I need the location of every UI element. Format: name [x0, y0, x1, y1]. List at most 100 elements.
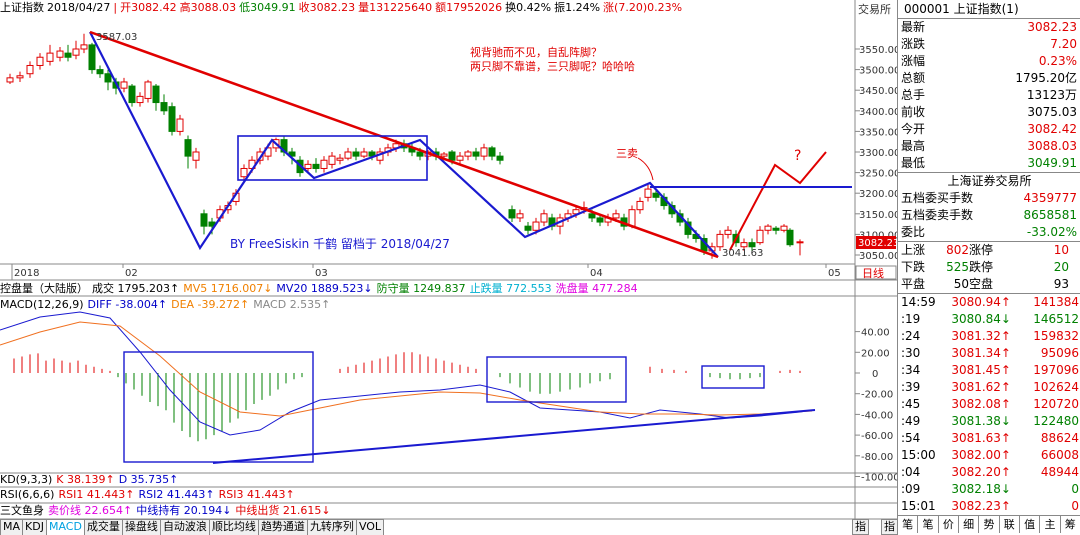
price-axis-tick: 3400.00: [859, 107, 897, 118]
volume-indicator-bar: 控盘量（大陆版） 成交 1795.203↑ MV5 1716.007↓ MV20 18…: [0, 281, 855, 297]
panel-tab[interactable]: 联: [1000, 516, 1020, 533]
panel-tab[interactable]: 笔: [898, 516, 919, 533]
tick-row: :45 3082.08↑ 120720: [898, 396, 1080, 413]
tick-time: :49: [901, 414, 921, 428]
candle-body: [336, 157, 344, 161]
price-axis-tick: 3250.00: [859, 169, 897, 180]
candle-body: [516, 213, 524, 219]
tick-price: 3080.84↓: [951, 312, 1011, 326]
quote-value: 7.20: [1050, 37, 1077, 51]
candle-body: [320, 159, 328, 169]
candle-body: [36, 56, 44, 66]
macd-value: MACD 2.535↑: [253, 298, 331, 311]
tab-自动波浪[interactable]: 自动波浪: [159, 519, 210, 535]
price-axis-tick: 3200.00: [859, 189, 897, 200]
question-mark-1: ?: [794, 148, 801, 164]
price-axis-tick: 3050.00: [859, 251, 897, 262]
quote-row: 涨跌 7.20: [898, 36, 1080, 53]
time-axis-tick: 2018: [14, 268, 39, 279]
panel-bottom-tabs: 笔笔价细势联值主筹: [898, 516, 1080, 533]
wave-line: [89, 31, 719, 258]
tick-price: 3082.08↑: [951, 397, 1011, 411]
volume-indicator-label[interactable]: 控盘量（大陆版）: [0, 282, 88, 295]
quote-date: 2018/04/27: [47, 1, 111, 14]
candle-body: [448, 151, 456, 161]
k-value: K 38.139↑: [56, 473, 115, 486]
kd-label[interactable]: KD(9,3,3): [0, 473, 53, 486]
tick-list[interactable]: 14:59 3080.94↑ 141384:19 3080.84↓ 146512:24 3…: [898, 294, 1080, 515]
candle-body: [360, 151, 368, 157]
sell-price-line: 卖价线 22.654↑: [48, 504, 133, 517]
candle-body: [464, 151, 472, 157]
tick-price: 3081.45↑: [951, 363, 1011, 377]
kline-chart[interactable]: 3550.00 3500.00 3450.00 3400.00 3350.00 3300.…: [0, 0, 897, 535]
sell-label: 三卖: [616, 147, 638, 160]
quote-value: 0.23%: [1038, 54, 1077, 68]
candle-body: [240, 167, 248, 178]
panel-tab[interactable]: 主: [1040, 516, 1061, 533]
tab-趋势通道[interactable]: 趋势通道: [257, 519, 308, 535]
macd-axis-tick: 20.00: [861, 348, 890, 359]
tab-顺比均线[interactable]: 顺比均线: [208, 519, 259, 535]
rsi-label[interactable]: RSI(6,6,6): [0, 488, 55, 501]
quote-key: 前收: [901, 105, 926, 119]
candle-body: [740, 242, 748, 248]
breadth-key: 上涨: [901, 243, 926, 257]
index-name: 上证指数: [0, 1, 44, 14]
tab-操盘线[interactable]: 操盘线: [121, 519, 161, 535]
tick-row: :54 3081.63↑ 88624: [898, 430, 1080, 447]
panel-tab[interactable]: 筹: [1061, 516, 1080, 533]
price-axis-tick: 3450.00: [859, 86, 897, 97]
breadth-value: 20: [1053, 260, 1069, 274]
consolidation-box: [237, 135, 428, 181]
high-value: 高3088.03: [179, 1, 237, 14]
breadth-value: 93: [1053, 277, 1069, 291]
volume-value: 量131225640: [358, 1, 433, 14]
quote-row: 前收 3075.03: [898, 104, 1080, 121]
quote-key: 最低: [901, 156, 926, 170]
tab-kdj[interactable]: KDJ: [22, 519, 47, 535]
tick-volume: 197096: [1033, 363, 1079, 377]
tick-row: :04 3082.20↑ 48944: [898, 464, 1080, 481]
panel-tab[interactable]: 笔: [918, 516, 939, 533]
tab-九转序列[interactable]: 九转序列: [306, 519, 357, 535]
note-line-1: 视背驰而不见，自乱阵脚？: [470, 45, 602, 59]
quote-row: 总手 13123万: [898, 87, 1080, 104]
tab-vol[interactable]: VOL: [355, 519, 385, 535]
candle-body: [480, 147, 488, 157]
quote-value: 1795.20亿: [1015, 71, 1077, 85]
turnover-value: 换0.42%: [505, 1, 552, 14]
salmon-label[interactable]: 三文鱼身: [0, 504, 44, 517]
macd-axis-tick: -80.00: [861, 452, 893, 463]
price-axis-tick: 3300.00: [859, 148, 897, 159]
tab-ma[interactable]: MA: [0, 519, 24, 535]
quote-row: 最高 3088.03: [898, 138, 1080, 155]
candle-body: [636, 200, 644, 211]
price-axis-tick: 3350.00: [859, 127, 897, 138]
breadth-row: 下跌 525 跌停 20: [898, 259, 1080, 276]
quote-row: 总额 1795.20亿: [898, 70, 1080, 87]
panel-tab[interactable]: 值: [1020, 516, 1041, 533]
tick-time: :39: [901, 380, 921, 394]
panel-tab[interactable]: 势: [979, 516, 1000, 533]
order-stats: 五档委买手数 4359777 五档委卖手数 8658581 委比 -33.02%: [898, 190, 1080, 241]
candle-body: [80, 44, 88, 50]
tick-time: :04: [901, 465, 921, 479]
tick-row: :39 3081.62↑ 102624: [898, 379, 1080, 396]
macd-label[interactable]: MACD(12,26,9): [0, 298, 84, 311]
rsi2-value: RSI2 41.443↑: [138, 488, 215, 501]
tick-price: 3081.62↑: [951, 380, 1011, 394]
diff-value: DIFF -38.004↑: [87, 298, 168, 311]
tab-成交量[interactable]: 成交量: [83, 519, 123, 535]
tab-index-1[interactable]: 指: [852, 519, 869, 535]
tick-price: 3082.23↑: [951, 499, 1011, 513]
tick-row: :19 3080.84↓ 146512: [898, 311, 1080, 328]
tab-index-2[interactable]: 指: [881, 519, 898, 535]
amount-value: 额17952026: [435, 1, 503, 14]
order-key: 委比: [901, 225, 926, 239]
panel-tab[interactable]: 价: [939, 516, 959, 533]
tab-macd[interactable]: MACD: [45, 519, 85, 535]
day-line-button[interactable]: 日线: [862, 266, 884, 280]
panel-tab[interactable]: 细: [959, 516, 980, 533]
current-price-tag: 3082.23: [858, 238, 897, 249]
